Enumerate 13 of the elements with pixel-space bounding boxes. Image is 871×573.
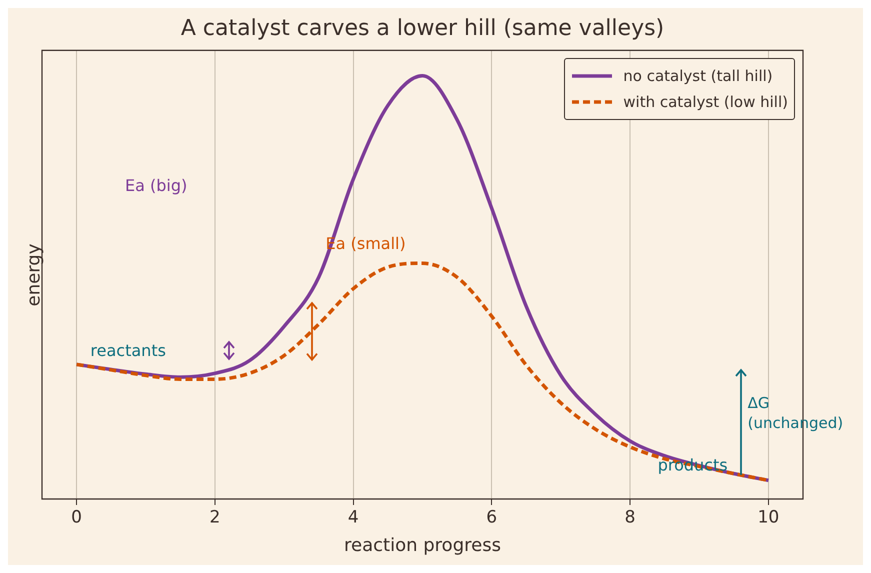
x-tick-label: 2 [210,508,220,528]
annotation: reactants [90,340,166,360]
x-tick-label: 6 [486,508,498,528]
y-axis-title: energy [24,243,44,306]
legend-label: with catalyst (low hill) [623,93,788,112]
chart-title: A catalyst carves a lower hill (same valleys) [180,16,664,41]
x-tick-label: 4 [348,508,359,528]
x-tick-label: 10 [758,508,780,528]
x-tick-label: 8 [624,508,636,528]
x-tick-label: 0 [71,508,82,528]
x-axis-title: reaction progress [344,534,501,556]
annotation: Ea (big) [125,176,188,195]
legend-label: no catalyst (tall hill) [623,67,773,86]
